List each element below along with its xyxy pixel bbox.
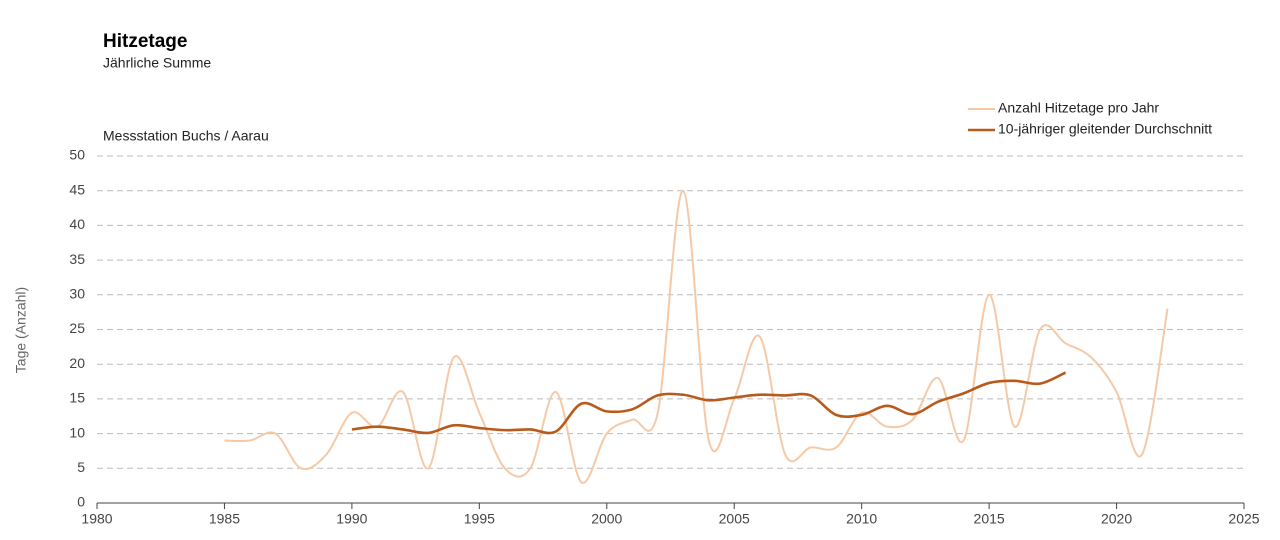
y-tick-label: 45 bbox=[69, 181, 85, 197]
x-tick-label: 2020 bbox=[1101, 511, 1132, 527]
x-tick-label: 2005 bbox=[719, 511, 750, 527]
x-tick-label: 2015 bbox=[974, 511, 1005, 527]
y-tick-label: 0 bbox=[77, 494, 85, 510]
x-tick-label: 1990 bbox=[336, 511, 367, 527]
x-tick-label: 1995 bbox=[464, 511, 495, 527]
x-tick-label: 1985 bbox=[209, 511, 240, 527]
line-series bbox=[224, 189, 1169, 484]
y-tick-label: 25 bbox=[69, 320, 85, 336]
y-tick-label: 10 bbox=[69, 424, 85, 440]
legend-label: 10-jähriger gleitender Durchschnitt bbox=[998, 121, 1212, 137]
y-tick-label: 5 bbox=[77, 459, 85, 475]
chart-title: Hitzetage bbox=[103, 31, 187, 52]
y-tick-label: 40 bbox=[69, 216, 85, 232]
y-tick-label: 30 bbox=[69, 286, 85, 302]
legend-label: Anzahl Hitzetage pro Jahr bbox=[998, 100, 1159, 116]
y-tick-label: 50 bbox=[69, 147, 85, 163]
y-tick-label: 20 bbox=[69, 355, 85, 371]
x-tick-label: 2000 bbox=[591, 511, 622, 527]
annotation: Messstation Buchs / Aarau bbox=[103, 128, 269, 144]
x-tick-label: 1980 bbox=[81, 511, 112, 527]
x-tick-label: 2025 bbox=[1228, 511, 1259, 527]
x-tick-label: 2010 bbox=[846, 511, 877, 527]
chart-subtitle: Jährliche Summe bbox=[103, 55, 211, 71]
y-tick-label: 35 bbox=[69, 251, 85, 267]
y-axis-label: Tage (Anzahl) bbox=[13, 287, 29, 373]
line-series bbox=[351, 371, 1067, 435]
y-tick-label: 15 bbox=[69, 390, 85, 406]
